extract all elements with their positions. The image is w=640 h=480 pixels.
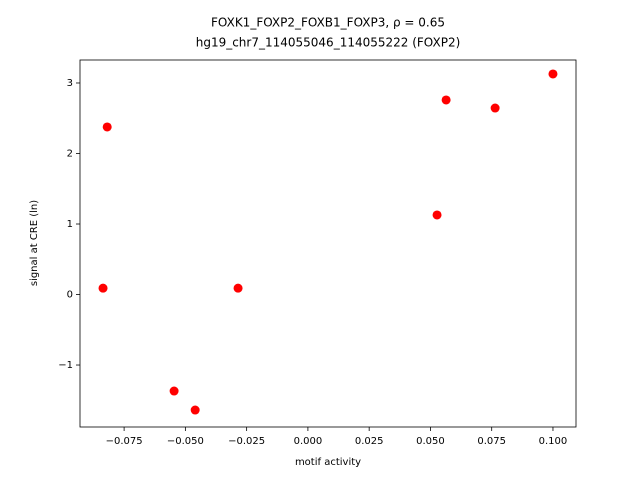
point (490, 103, 500, 113)
point (98, 283, 108, 293)
y-tick-label: 2 (67, 148, 73, 159)
x-tick-label: 0.025 (355, 436, 384, 447)
x-axis-label: motif activity (295, 457, 361, 468)
x-tick-label: 0.075 (477, 436, 506, 447)
chart-subtitle: hg19_chr7_114055046_114055222 (FOXP2) (196, 36, 461, 50)
point (441, 95, 451, 105)
point (432, 210, 442, 220)
point (190, 405, 200, 415)
point (169, 386, 179, 396)
x-tick-label: −0.050 (167, 436, 204, 447)
x-tick-label: 0.050 (416, 436, 445, 447)
x-tick-label: −0.025 (228, 436, 265, 447)
y-axis-label: signal at CRE (ln) (29, 200, 40, 286)
y-tick-label: −1 (58, 360, 73, 371)
x-tick-label: −0.075 (106, 436, 143, 447)
point (102, 122, 112, 132)
point (548, 69, 558, 79)
y-tick-label: 1 (67, 219, 73, 230)
y-tick-label: 3 (67, 78, 73, 89)
point (233, 283, 243, 293)
x-tick-label: 0.100 (539, 436, 568, 447)
plot-frame (79, 59, 577, 428)
y-tick-label: 0 (67, 290, 73, 301)
chart-title: FOXK1_FOXP2_FOXB1_FOXP3, ρ = 0.65 (211, 16, 445, 30)
x-tick-label: 0.000 (294, 436, 323, 447)
